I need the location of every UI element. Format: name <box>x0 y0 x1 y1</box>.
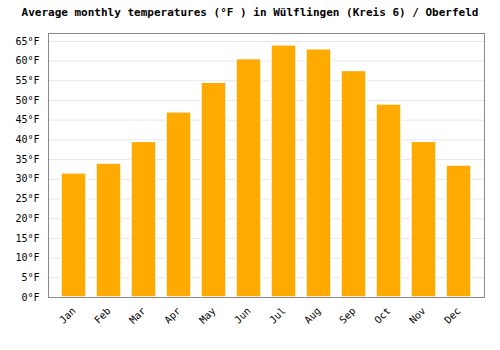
svg-text:Sep: Sep <box>337 305 358 326</box>
svg-text:Aug: Aug <box>302 305 323 326</box>
svg-text:Jan: Jan <box>57 305 78 326</box>
svg-text:60°F: 60°F <box>15 55 39 66</box>
svg-text:50°F: 50°F <box>15 95 39 106</box>
svg-text:15°F: 15°F <box>15 233 39 244</box>
svg-text:Oct: Oct <box>372 305 393 326</box>
svg-text:40°F: 40°F <box>15 134 39 145</box>
svg-text:Dec: Dec <box>442 305 463 326</box>
svg-text:Mar: Mar <box>127 305 148 326</box>
svg-text:35°F: 35°F <box>15 154 39 165</box>
svg-text:45°F: 45°F <box>15 114 39 125</box>
svg-text:25°F: 25°F <box>15 193 39 204</box>
svg-text:5°F: 5°F <box>21 272 39 283</box>
svg-text:20°F: 20°F <box>15 213 39 224</box>
svg-text:Apr: Apr <box>162 305 183 326</box>
svg-text:Feb: Feb <box>92 305 113 326</box>
svg-text:30°F: 30°F <box>15 173 39 184</box>
svg-text:55°F: 55°F <box>15 75 39 86</box>
svg-text:Jun: Jun <box>232 305 253 326</box>
svg-text:65°F: 65°F <box>15 36 39 47</box>
svg-text:0°F: 0°F <box>21 292 39 303</box>
html-text:Average monthly temperatures (: Average monthly temperatures (°F ) in Wü… <box>21 6 479 19</box>
svg-text:May: May <box>197 305 218 326</box>
svg-text:Jul: Jul <box>267 305 288 326</box>
svg-text:10°F: 10°F <box>15 252 39 263</box>
svg-text:Nov: Nov <box>407 305 428 326</box>
